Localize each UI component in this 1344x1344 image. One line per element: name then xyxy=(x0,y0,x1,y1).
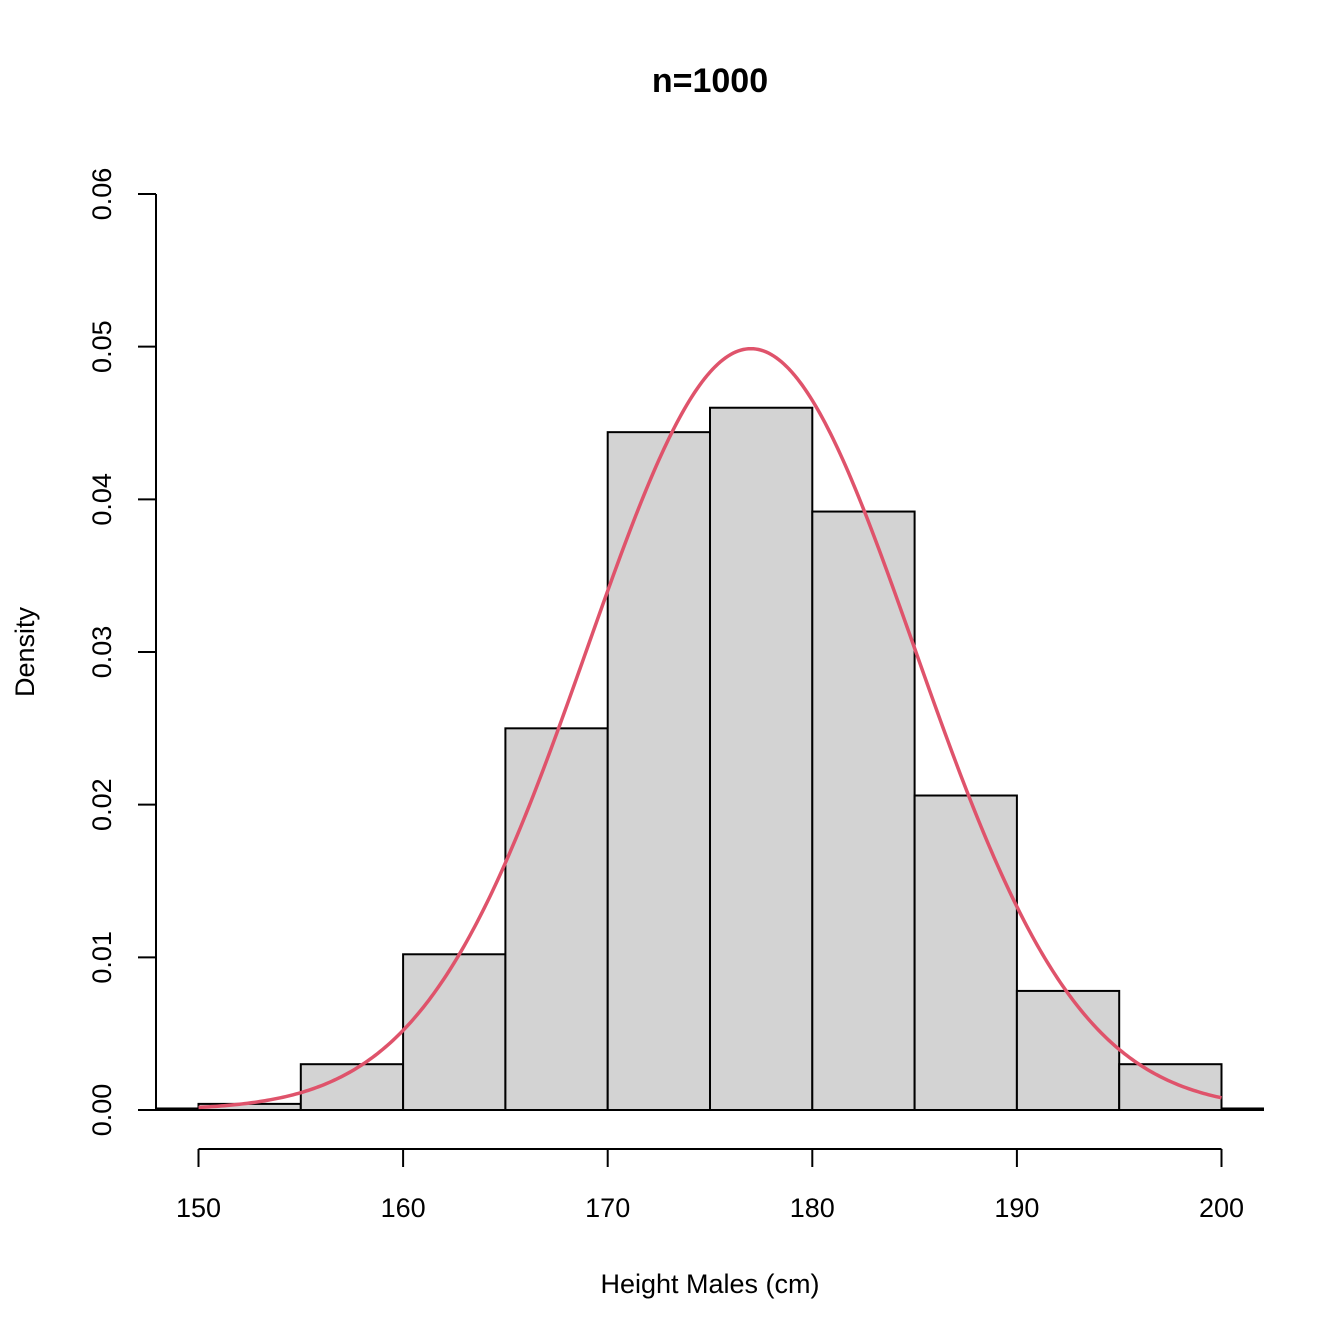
y-axis: 0.00 0.01 0.02 0.03 0.04 0.05 0.06 xyxy=(87,168,157,1137)
x-tick-label: 200 xyxy=(1199,1193,1244,1223)
histogram-bar xyxy=(504,727,609,1112)
x-axis-label: Height Males (cm) xyxy=(600,1269,819,1299)
x-tick-label: 180 xyxy=(790,1193,835,1223)
histogram-bar xyxy=(811,510,916,1111)
x-axis: 150 160 170 180 190 200 xyxy=(176,1148,1244,1223)
x-tick-label: 170 xyxy=(585,1193,630,1223)
y-tick-label: 0.06 xyxy=(87,168,117,221)
density-curve xyxy=(198,346,1222,1110)
y-axis-label: Density xyxy=(10,606,40,697)
histogram-bar xyxy=(1220,1107,1264,1111)
y-tick-label: 0.01 xyxy=(87,931,117,984)
x-tick-label: 190 xyxy=(994,1193,1039,1223)
histogram-bars xyxy=(155,406,1264,1112)
y-tick-label: 0.03 xyxy=(87,626,117,679)
chart-title: n=1000 xyxy=(652,62,768,100)
y-tick-label: 0.04 xyxy=(87,473,117,526)
x-tick-label: 160 xyxy=(381,1193,426,1223)
histogram-bar xyxy=(913,794,1018,1111)
y-tick-label: 0.02 xyxy=(87,778,117,831)
histogram-bar xyxy=(709,406,814,1112)
histogram-bar xyxy=(606,431,712,1112)
x-tick-label: 150 xyxy=(176,1193,221,1223)
histogram-bar xyxy=(1118,1063,1223,1111)
y-tick-label: 0.05 xyxy=(87,320,117,373)
histogram-bar xyxy=(1015,989,1121,1111)
y-tick-label: 0.00 xyxy=(87,1084,117,1137)
histogram-bar xyxy=(402,953,507,1112)
histogram-bar xyxy=(155,1107,200,1111)
